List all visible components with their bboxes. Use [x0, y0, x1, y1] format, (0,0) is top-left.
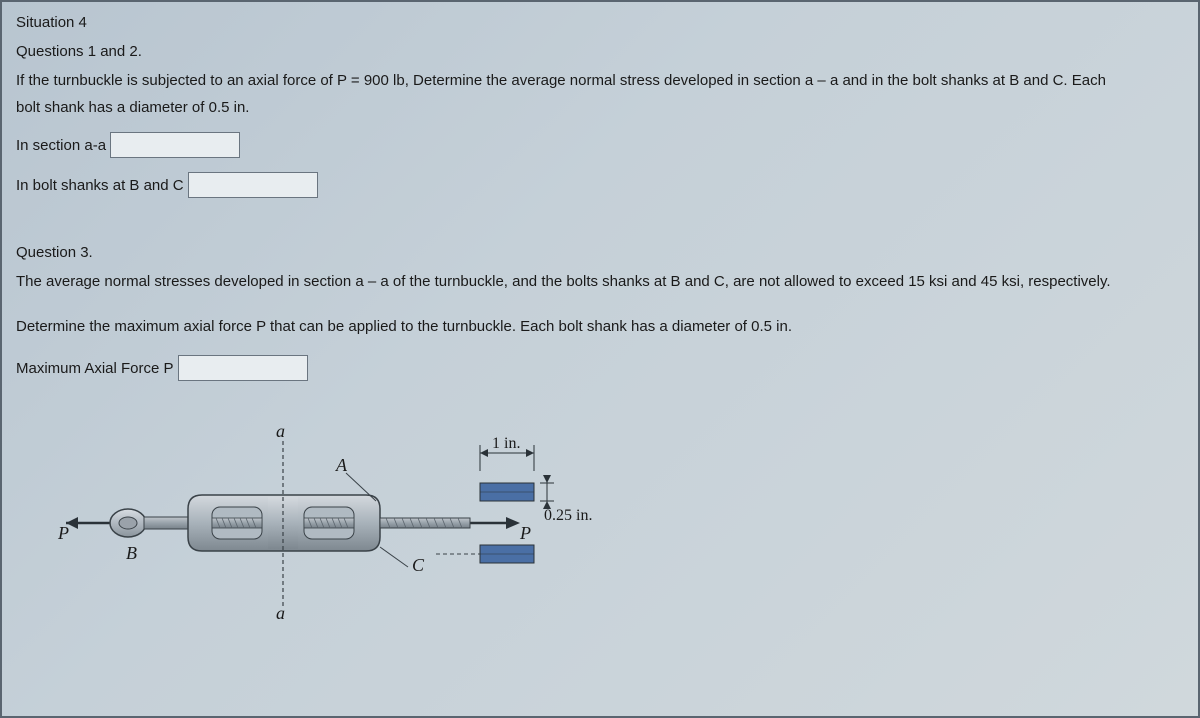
- label-P-left: P: [58, 523, 69, 544]
- dim-025in: 0.25 in.: [544, 507, 592, 525]
- label-in-bolt-shanks: In bolt shanks at B and C: [16, 177, 184, 194]
- turnbuckle-body: [188, 495, 380, 551]
- q3-title: Question 3.: [16, 242, 1184, 263]
- turnbuckle-diagram: a a A B C P P 1 in. 0.25 in.: [36, 395, 676, 635]
- input-in-section-aa[interactable]: [110, 132, 240, 158]
- label-C: C: [412, 555, 424, 576]
- q3-body-line2: Determine the maximum axial force P that…: [16, 316, 1184, 337]
- q12-body-line2: bolt shank has a diameter of 0.5 in.: [16, 97, 1184, 118]
- input-in-bolt-shanks[interactable]: [188, 172, 318, 198]
- left-force-arrow: [66, 517, 114, 529]
- q12-body-line1: If the turnbuckle is subjected to an axi…: [16, 70, 1184, 91]
- label-A: A: [336, 455, 347, 476]
- q12-title: Questions 1 and 2.: [16, 41, 1184, 62]
- label-P-right: P: [520, 523, 531, 544]
- leader-c: [380, 547, 408, 567]
- bolt-c: [380, 518, 470, 528]
- situation-title: Situation 4: [16, 12, 1184, 33]
- right-force-arrow: [466, 517, 520, 529]
- cross-section-detail: [436, 445, 554, 563]
- input-row-max-force: Maximum Axial Force P: [16, 355, 1184, 381]
- label-B: B: [126, 543, 137, 564]
- label-a-bot: a: [276, 603, 285, 624]
- input-max-force[interactable]: [178, 355, 308, 381]
- input-row-section-aa: In section a-a: [16, 132, 1184, 158]
- label-max-force: Maximum Axial Force P: [16, 360, 174, 377]
- q3-body-line1: The average normal stresses developed in…: [16, 271, 1184, 292]
- label-in-section-aa: In section a-a: [16, 137, 106, 154]
- dim-1in: 1 in.: [492, 435, 520, 453]
- input-row-bolt-shanks: In bolt shanks at B and C: [16, 172, 1184, 198]
- label-a-top: a: [276, 421, 285, 442]
